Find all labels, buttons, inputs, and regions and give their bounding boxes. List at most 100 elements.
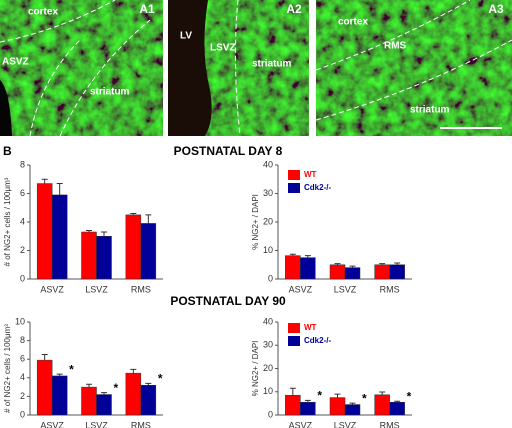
region-label: RMS: [384, 41, 407, 52]
section-title: POSTNATAL DAY 90: [170, 294, 286, 308]
y-axis-label: % NG2+ / DAPI: [251, 341, 260, 397]
bar: [300, 257, 316, 280]
y-tick-label: 0: [268, 409, 273, 419]
significance-marker: *: [158, 372, 163, 386]
y-tick-label: 20: [263, 216, 273, 226]
region-label: ASVZ: [2, 57, 29, 68]
y-tick-label: 4: [20, 216, 25, 226]
error-bar: [56, 373, 63, 376]
y-tick-label: 10: [15, 316, 25, 326]
bar: [96, 394, 112, 416]
y-tick-label: 0: [268, 273, 273, 283]
region-label: striatum: [410, 105, 450, 116]
panel-label: B: [3, 144, 12, 158]
legend-label: Cdk2-/-: [304, 183, 331, 192]
y-tick-label: 2: [20, 245, 25, 255]
significance-marker: *: [317, 389, 322, 403]
bar: [374, 264, 390, 280]
y-tick-label: 40: [263, 316, 273, 326]
bar: [81, 231, 97, 280]
legend-swatch: [288, 183, 300, 193]
y-tick-label: 30: [263, 340, 273, 350]
error-bar: [349, 402, 356, 405]
error-bar: [130, 212, 137, 215]
bar: [285, 255, 301, 280]
error-bar: [101, 392, 107, 395]
x-tick-label: RMS: [131, 284, 151, 294]
bar: [329, 397, 346, 416]
panel-id: A3: [488, 2, 504, 16]
bar: [374, 394, 390, 416]
error-bar: [289, 253, 296, 256]
bar: [140, 223, 157, 280]
bar: [285, 394, 301, 416]
x-tick-label: LSVZ: [334, 420, 357, 428]
image-a1: [0, 0, 163, 136]
significance-marker: *: [407, 389, 412, 403]
x-tick-label: ASVZ: [40, 420, 64, 428]
bar: [344, 404, 361, 416]
x-tick-label: RMS: [380, 284, 400, 294]
error-bar: [334, 263, 341, 265]
bar: [329, 264, 346, 280]
legend-swatch: [288, 323, 300, 333]
error-bar: [394, 262, 401, 265]
y-tick-label: 8: [20, 335, 25, 345]
error-bar: [349, 265, 356, 268]
y-tick-label: 0: [20, 409, 25, 419]
y-tick-label: 2: [20, 391, 25, 401]
error-bar: [101, 231, 107, 237]
region-label: LV: [180, 31, 192, 42]
bar: [51, 375, 68, 416]
x-tick-label: LSVZ: [85, 284, 108, 294]
error-bar: [304, 399, 311, 403]
y-tick-label: 4: [20, 372, 25, 382]
y-tick-label: 20: [263, 363, 273, 373]
legend-label: Cdk2-/-: [304, 336, 331, 345]
image-a3: [316, 0, 512, 136]
significance-marker: *: [114, 381, 119, 395]
x-tick-label: RMS: [380, 420, 400, 428]
y-tick-label: 10: [263, 386, 273, 396]
y-tick-label: 0: [20, 273, 25, 283]
bar: [36, 359, 53, 416]
significance-marker: *: [69, 362, 74, 376]
y-tick-label: 8: [20, 159, 25, 169]
region-label: LSVZ: [210, 43, 236, 54]
region-label: cortex: [28, 7, 58, 18]
error-bar: [304, 255, 311, 258]
legend-swatch: [288, 170, 300, 180]
panel-id: A2: [286, 2, 302, 16]
x-tick-label: LSVZ: [334, 284, 357, 294]
error-bar: [130, 368, 137, 374]
error-bar: [86, 230, 92, 232]
region-label: striatum: [252, 59, 292, 70]
bar: [344, 267, 361, 280]
y-tick-label: 6: [20, 354, 25, 364]
bar: [36, 183, 53, 280]
x-tick-label: ASVZ: [289, 284, 313, 294]
image-a2: [168, 0, 309, 136]
region-label: cortex: [338, 17, 368, 28]
y-axis-label: # of NG2+ cells / 100μm³: [3, 324, 12, 413]
bar: [81, 386, 97, 416]
error-bar: [86, 383, 92, 388]
significance-marker: *: [362, 391, 367, 405]
bar: [389, 264, 405, 280]
bar: [125, 372, 142, 416]
bar: [96, 236, 112, 280]
error-bar: [56, 183, 63, 195]
error-bar: [289, 387, 296, 396]
x-tick-label: ASVZ: [40, 284, 64, 294]
bar: [140, 384, 157, 416]
legend-label: WT: [304, 323, 317, 332]
error-bar: [379, 263, 386, 265]
x-tick-label: LSVZ: [85, 420, 108, 428]
x-tick-label: RMS: [131, 420, 151, 428]
y-axis-label: # of NG2+ cells / 100μm³: [3, 177, 12, 266]
x-tick-label: ASVZ: [289, 420, 313, 428]
y-axis-label: % NG2+ / DAPI: [251, 194, 260, 250]
legend-swatch: [288, 336, 300, 346]
error-bar: [394, 400, 401, 403]
